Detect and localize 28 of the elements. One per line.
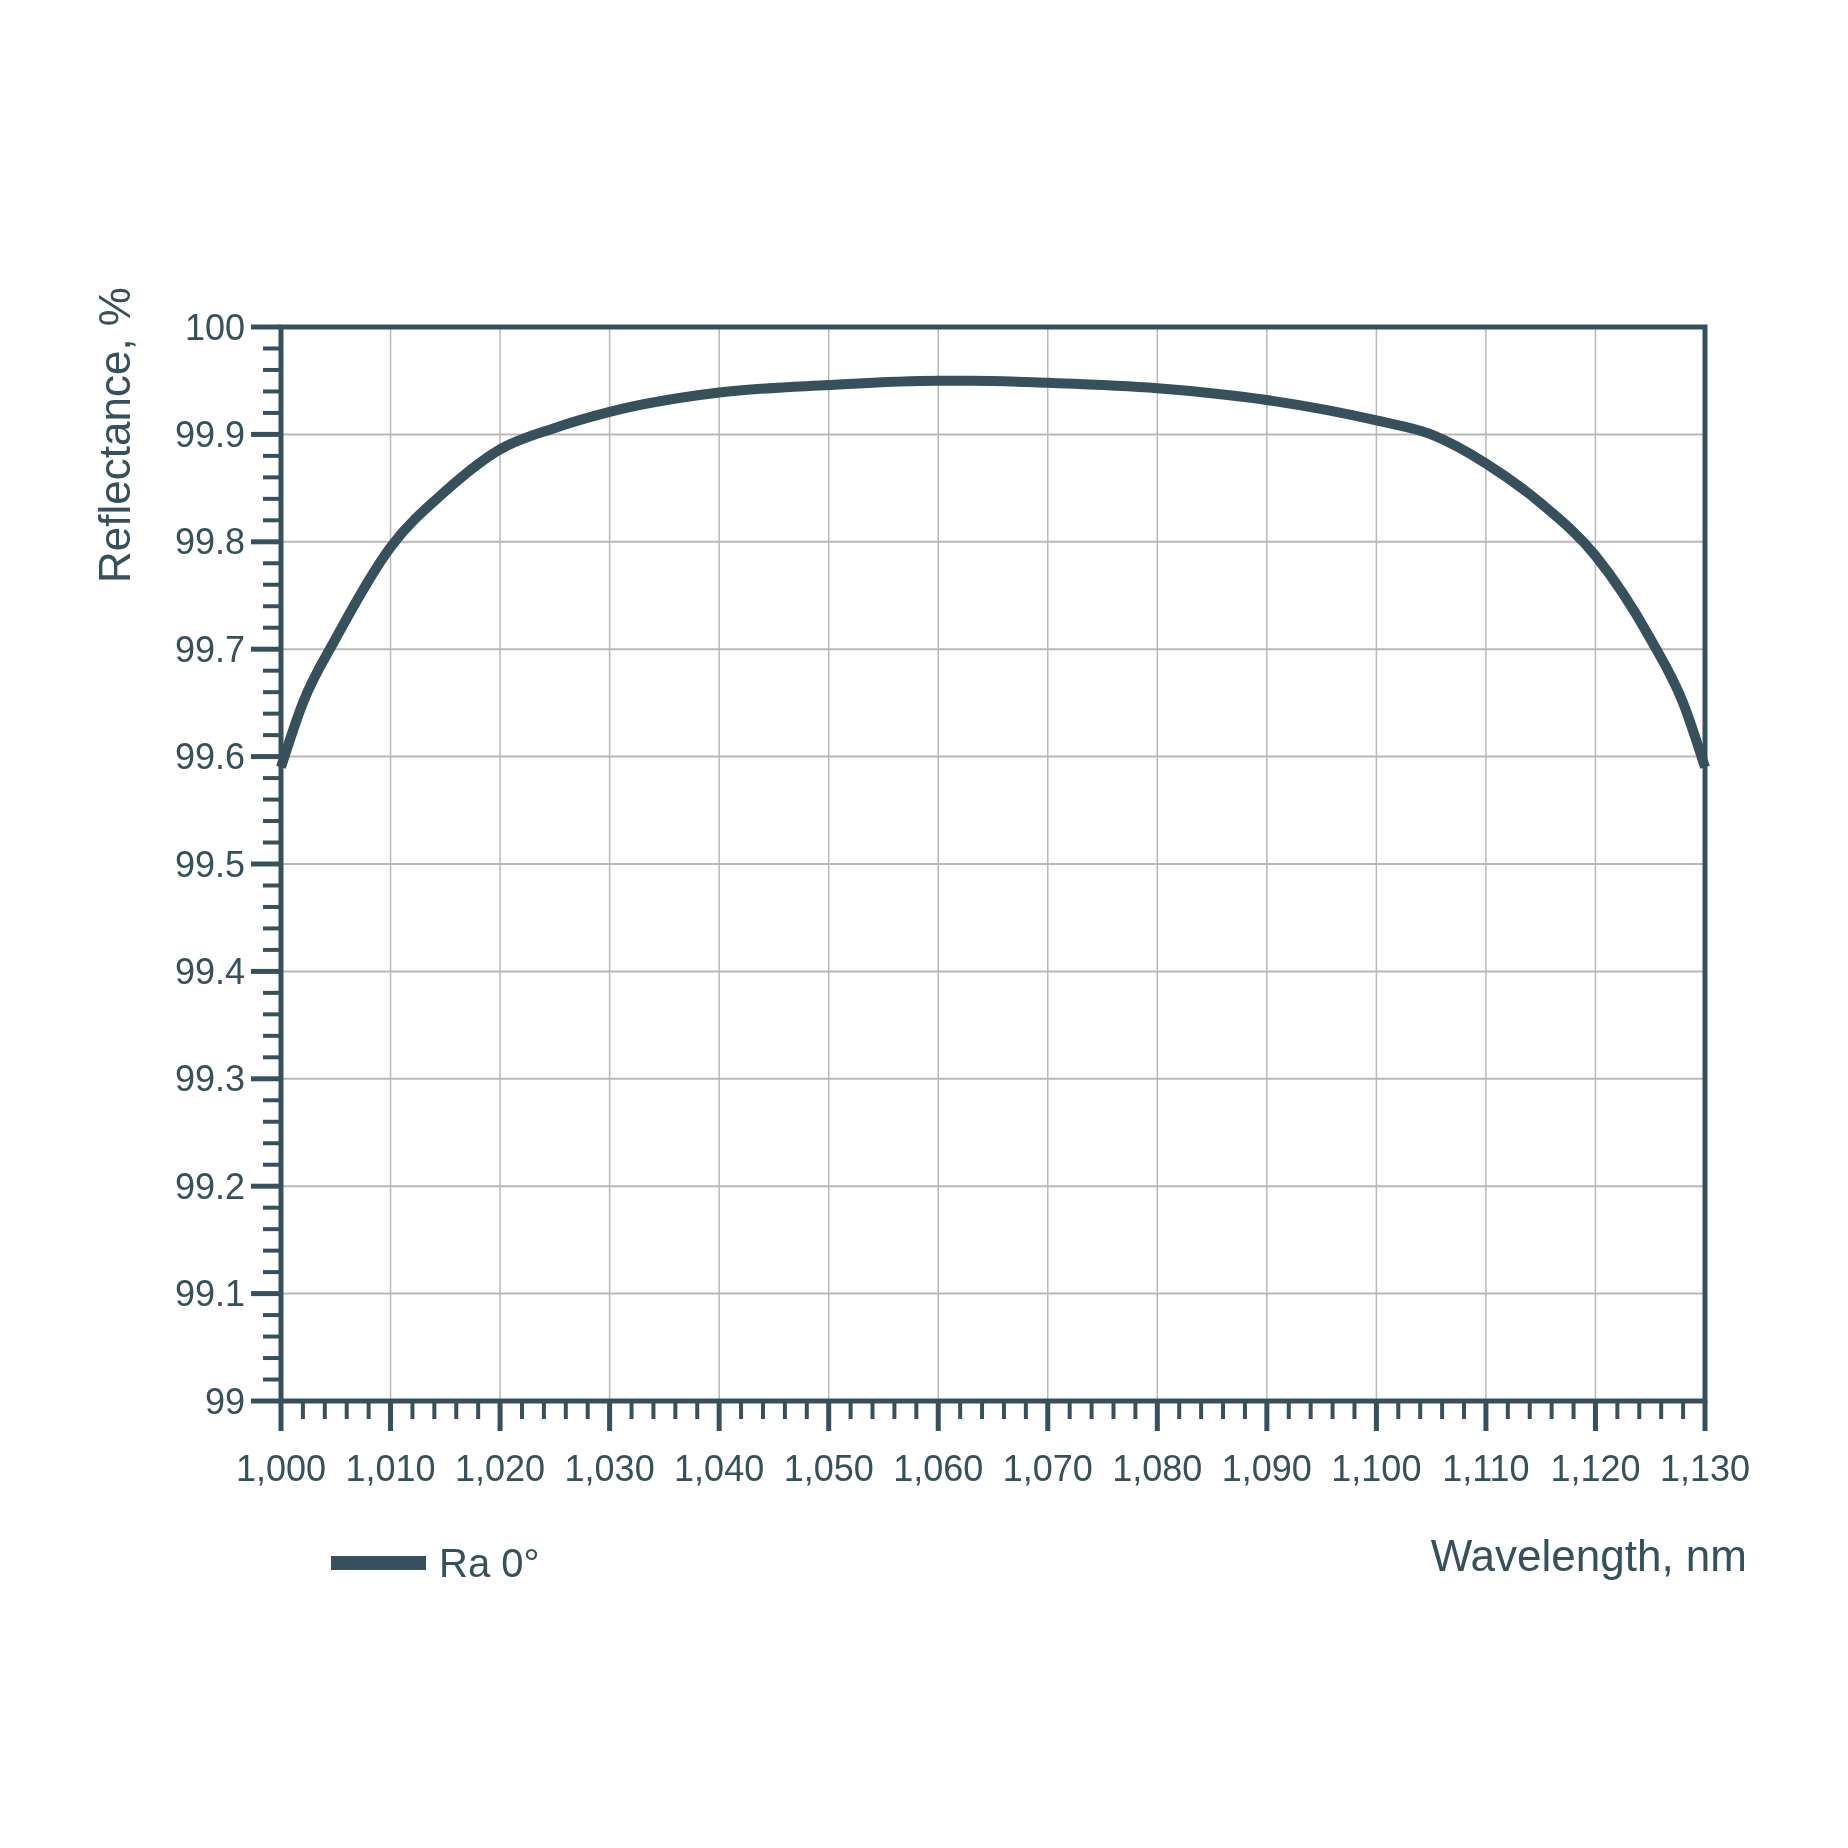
- y-tick-label: 99.5: [174, 843, 245, 885]
- y-tick-label: 99.6: [174, 736, 245, 778]
- y-tick-label: 99.7: [174, 628, 245, 670]
- legend-label: Ra 0°: [439, 1541, 540, 1585]
- x-tick-label: 1,010: [345, 1448, 436, 1489]
- x-tick-label: 1,130: [1659, 1448, 1751, 1489]
- x-tick-label: 1,030: [564, 1448, 655, 1489]
- y-axis-title: Reflectance, %: [90, 287, 139, 583]
- x-tick-label: 1,070: [1002, 1448, 1093, 1489]
- y-tick-label: 99.2: [174, 1165, 245, 1207]
- x-tick-label: 1,040: [674, 1448, 765, 1489]
- y-tick-label: 99: [204, 1380, 245, 1422]
- y-tick-label: 99.3: [174, 1058, 245, 1100]
- x-tick-label: 1,100: [1331, 1448, 1422, 1489]
- x-tick-label: 1,050: [783, 1448, 874, 1489]
- x-tick-label: 1,020: [455, 1448, 546, 1489]
- x-tick-label: 1,120: [1550, 1448, 1641, 1489]
- x-tick-label: 1,060: [893, 1448, 984, 1489]
- x-tick-label: 1,110: [1442, 1448, 1530, 1489]
- y-tick-label: 100: [184, 306, 245, 348]
- x-tick-label: 1,000: [235, 1448, 327, 1489]
- y-tick-label: 99.1: [174, 1273, 245, 1315]
- x-tick-label: 1,080: [1112, 1448, 1203, 1489]
- y-tick-label: 99.9: [174, 414, 245, 455]
- y-tick-label: 99.4: [174, 951, 245, 992]
- x-axis-title: Wavelength, nm: [1430, 1531, 1747, 1580]
- x-tick-label: 1,090: [1221, 1448, 1312, 1489]
- y-tick-label: 99.8: [174, 521, 245, 563]
